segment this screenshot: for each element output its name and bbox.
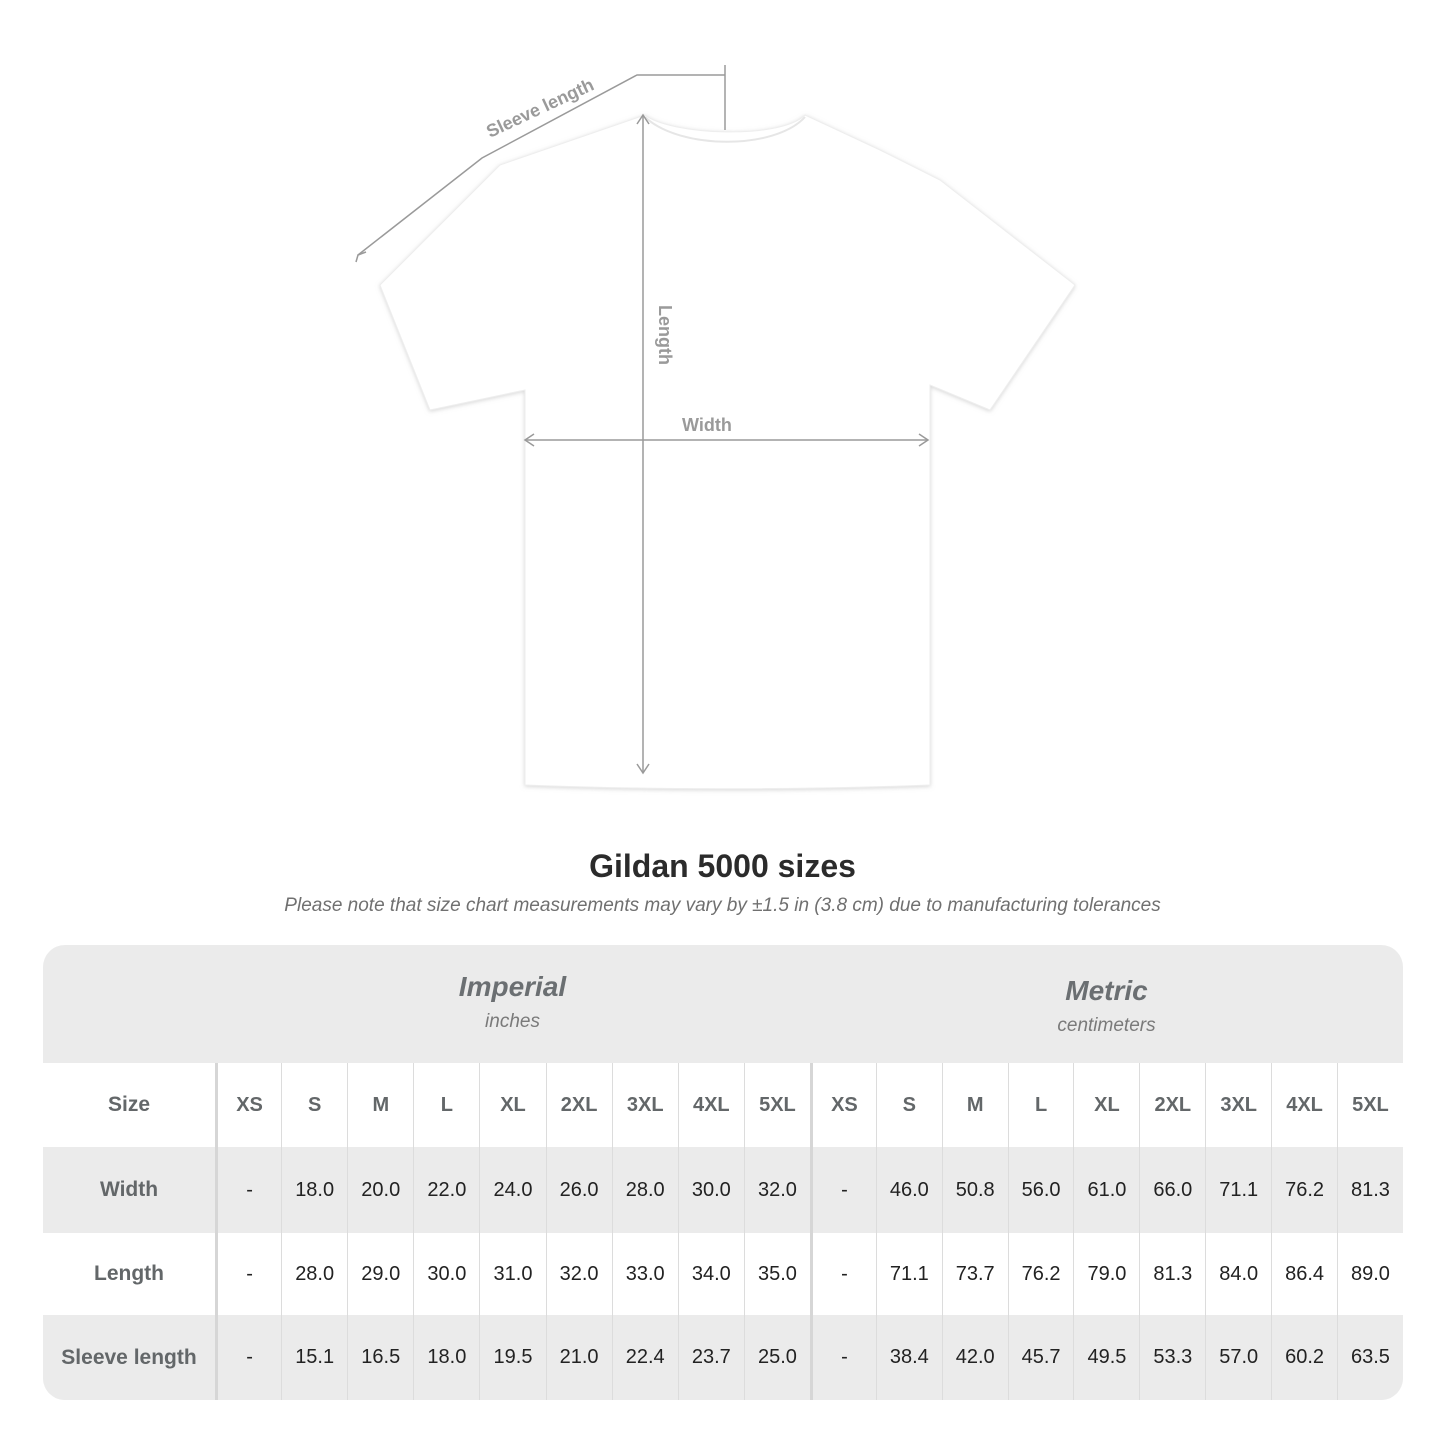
size-chart-table: Imperial inches Metric centimeters Size X… [43, 945, 1403, 1400]
imperial-value-cell: 18.0 [413, 1315, 479, 1400]
metric-value-cell: 89.0 [1336, 1233, 1403, 1315]
imperial-value-cell: 24.0 [479, 1147, 545, 1233]
imperial-size-header: M [347, 1063, 413, 1147]
metric-value-cell: 38.4 [875, 1315, 942, 1400]
metric-value-cell: 71.1 [1205, 1147, 1271, 1233]
imperial-size-header: 5XL [743, 1063, 810, 1147]
imperial-value-cell: 22.4 [611, 1315, 678, 1400]
imperial-value-cell: 31.0 [479, 1233, 545, 1315]
metric-value-cell: 63.5 [1336, 1315, 1403, 1400]
length-label: Length [655, 305, 675, 365]
metric-value-cell: 53.3 [1139, 1315, 1205, 1400]
imperial-value-cell: 23.7 [677, 1315, 744, 1400]
imperial-value-cell: 22.0 [413, 1147, 479, 1233]
imperial-size-header: S [281, 1063, 347, 1147]
metric-header: Metric centimeters [810, 949, 1403, 1067]
metric-value-cell: 45.7 [1007, 1315, 1074, 1400]
metric-size-header: 2XL [1139, 1063, 1205, 1147]
metric-value-cell: 84.0 [1205, 1233, 1271, 1315]
imperial-value-cell: 32.0 [743, 1147, 810, 1233]
metric-size-header: 5XL [1336, 1063, 1403, 1147]
imperial-value-cell: 30.0 [677, 1147, 744, 1233]
metric-value-cell: 81.3 [1336, 1147, 1403, 1233]
metric-value-cell: 76.2 [1271, 1147, 1337, 1233]
metric-value-cell: 49.5 [1073, 1315, 1139, 1400]
sleeve-length-line [357, 74, 725, 256]
size-column-header: Size [107, 1093, 151, 1116]
metric-value-cell: - [809, 1315, 876, 1400]
page-title: Gildan 5000 sizes [589, 848, 856, 884]
imperial-value-cell: 28.0 [281, 1233, 347, 1315]
metric-value-cell: 79.0 [1073, 1233, 1139, 1315]
imperial-size-header: L [413, 1063, 479, 1147]
metric-unit: centimeters [1057, 1015, 1156, 1036]
imperial-value-cell: - [215, 1315, 281, 1400]
imperial-value-cell: 33.0 [611, 1233, 678, 1315]
metric-value-cell: 61.0 [1073, 1147, 1139, 1233]
imperial-value-cell: 28.0 [611, 1147, 678, 1233]
metric-size-header: XL [1073, 1063, 1139, 1147]
row-label: Width [99, 1178, 159, 1201]
imperial-value-cell: 19.5 [479, 1315, 545, 1400]
table-row: Width -18.0 20.0 22.0 24.0 26.0 28.0 30.0 32.0-4… [43, 1147, 1403, 1233]
imperial-value-cell: 30.0 [413, 1233, 479, 1315]
imperial-value-cell: - [215, 1233, 281, 1315]
metric-value-cell: 60.2 [1271, 1315, 1337, 1400]
metric-value-cell: 73.7 [941, 1233, 1008, 1315]
collar [644, 116, 806, 143]
metric-size-header: S [875, 1063, 942, 1147]
imperial-value-cell: 35.0 [743, 1233, 810, 1315]
imperial-title: Imperial [458, 971, 567, 1002]
imperial-value-cell: 15.1 [281, 1315, 347, 1400]
metric-value-cell: 57.0 [1205, 1315, 1271, 1400]
imperial-value-cell: 21.0 [545, 1315, 612, 1400]
imperial-value-cell: 25.0 [743, 1315, 810, 1400]
imperial-header: Imperial inches [215, 945, 810, 1063]
imperial-size-header: XS [215, 1063, 281, 1147]
imperial-value-cell: 16.5 [347, 1315, 413, 1400]
imperial-value-cell: 29.0 [347, 1233, 413, 1315]
tolerance-note: Please note that size chart measurements… [284, 895, 1161, 916]
metric-value-cell: 71.1 [875, 1233, 942, 1315]
metric-value-cell: 42.0 [941, 1315, 1008, 1400]
row-label: Sleeve length [61, 1345, 197, 1369]
metric-size-header: M [941, 1063, 1008, 1147]
tshirt-measurement-diagram: Sleeve length Length Width [355, 65, 1076, 790]
imperial-size-header: XL [479, 1063, 545, 1147]
sleeve-length-label: Sleeve length [483, 74, 597, 141]
metric-value-cell: - [809, 1233, 876, 1315]
width-label: Width [682, 415, 732, 435]
imperial-value-cell: 26.0 [545, 1147, 612, 1233]
table-row: Length -28.0 29.0 30.0 31.0 32.0 33.0 34.0 35.0-… [43, 1233, 1403, 1315]
imperial-size-header: 4XL [677, 1063, 744, 1147]
metric-value-cell: 81.3 [1139, 1233, 1205, 1315]
metric-size-header: L [1007, 1063, 1074, 1147]
imperial-value-cell: 20.0 [347, 1147, 413, 1233]
metric-title: Metric [1065, 975, 1148, 1006]
imperial-size-header: 2XL [545, 1063, 612, 1147]
metric-size-header: XS [809, 1063, 876, 1147]
row-label: Length [94, 1262, 164, 1285]
imperial-value-cell: 34.0 [677, 1233, 744, 1315]
metric-value-cell: - [809, 1147, 876, 1233]
imperial-unit: inches [485, 1011, 540, 1032]
imperial-value-cell: 18.0 [281, 1147, 347, 1233]
metric-value-cell: 50.8 [941, 1147, 1008, 1233]
metric-value-cell: 46.0 [875, 1147, 942, 1233]
imperial-size-header: 3XL [611, 1063, 678, 1147]
metric-value-cell: 86.4 [1271, 1233, 1337, 1315]
metric-value-cell: 76.2 [1007, 1233, 1074, 1315]
metric-size-header: 4XL [1271, 1063, 1337, 1147]
tshirt-image [379, 114, 1076, 790]
imperial-value-cell: - [215, 1147, 281, 1233]
size-grid: Size XS S M L XL 2XL 3XL 4XL 5XL XS S M L XL 2XL 3XL 4XL 5… [43, 1063, 1403, 1400]
metric-value-cell: 66.0 [1139, 1147, 1205, 1233]
metric-size-header: 3XL [1205, 1063, 1271, 1147]
table-row: Sleeve length -15.1 16.5 18.0 19.5 21.0 22.4 23… [43, 1315, 1403, 1400]
measurement-lines [355, 65, 930, 775]
metric-value-cell: 56.0 [1007, 1147, 1074, 1233]
header-row: Size XS S M L XL 2XL 3XL 4XL 5XL XS S M L XL 2XL 3XL 4XL 5… [43, 1063, 1403, 1147]
imperial-value-cell: 32.0 [545, 1233, 612, 1315]
